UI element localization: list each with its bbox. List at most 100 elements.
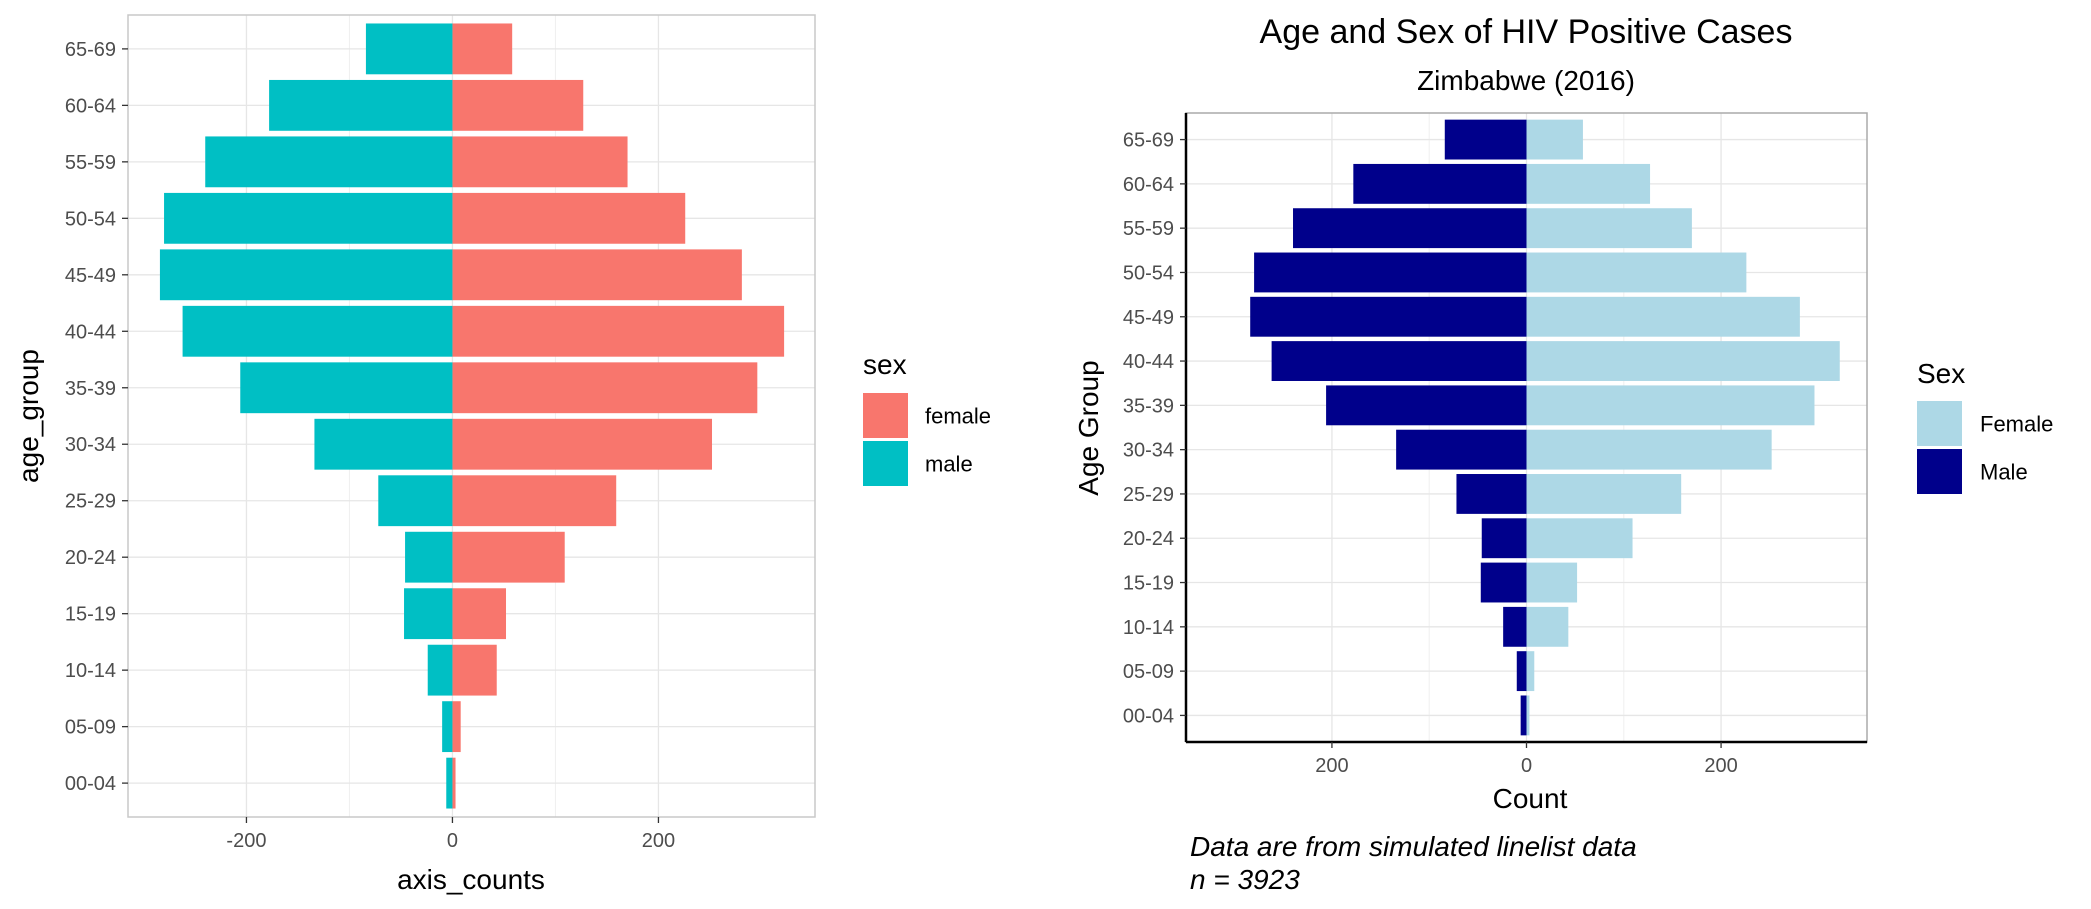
- legend-label-female: Female: [1980, 412, 2053, 437]
- bar-female-60-64: [452, 79, 584, 131]
- legend-swatch-female: [1917, 401, 1962, 446]
- bar-female-05-09: [1526, 651, 1535, 692]
- y-tick-label: 20-24: [65, 547, 116, 569]
- bar-male-10-14: [427, 644, 453, 696]
- panel-border: [127, 14, 816, 818]
- bars: [159, 23, 785, 809]
- y-tick-label: 40-44: [1123, 351, 1174, 373]
- y-tick-label: 55-59: [1123, 218, 1174, 240]
- bar-male-20-24: [1481, 518, 1527, 559]
- bar-male-05-09: [1516, 651, 1527, 692]
- y-tick-label: 35-39: [65, 378, 116, 400]
- bar-male-00-04: [446, 757, 453, 809]
- y-tick-label: 25-29: [1123, 484, 1174, 506]
- bar-male-00-04: [1520, 695, 1527, 736]
- bar-female-35-39: [452, 362, 758, 414]
- y-tick-label: 00-04: [1123, 705, 1174, 727]
- legend-swatch-female: [863, 393, 908, 438]
- bar-male-25-29: [1456, 474, 1527, 514]
- y-tick-label: 05-09: [65, 717, 116, 739]
- bar-male-50-54: [164, 192, 453, 244]
- bar-male-45-49: [159, 249, 453, 301]
- chart-1: 00-04 05-09 10-14 15-19 20-24 25-29 30-34 35-39…: [13, 14, 991, 895]
- bar-male-35-39: [240, 362, 453, 414]
- bar-female-50-54: [1526, 252, 1747, 293]
- legend-title: sex: [863, 349, 907, 380]
- bar-male-65-69: [1444, 119, 1527, 160]
- bar-female-40-44: [452, 305, 785, 357]
- bar-female-20-24: [1526, 518, 1633, 559]
- bar-female-55-59: [1526, 208, 1692, 249]
- x-tick-label: -200: [226, 830, 266, 852]
- bar-male-20-24: [405, 531, 453, 583]
- y-tick-label: 65-69: [1123, 130, 1174, 152]
- bar-female-15-19: [1526, 562, 1578, 603]
- y-tick-label: 50-54: [1123, 262, 1174, 284]
- chart-2: 00-04 05-09 10-14 15-19 20-24 25-29 30-34 35-39…: [1073, 13, 2053, 895]
- bar-female-05-09: [452, 701, 461, 753]
- bar-female-20-24: [452, 531, 565, 583]
- x-tick-label: 200: [642, 830, 675, 852]
- bar-female-45-49: [452, 249, 742, 301]
- bar-male-30-34: [314, 418, 453, 470]
- y-tick-label: 25-29: [65, 491, 116, 513]
- y-tick-label: 50-54: [65, 208, 116, 230]
- legend-label-male: Male: [1980, 460, 2028, 485]
- bar-male-15-19: [1480, 562, 1527, 603]
- x-tick-label: 0: [1521, 755, 1532, 777]
- y-tick-label: 40-44: [65, 321, 116, 343]
- y-tick-label: 65-69: [65, 39, 116, 61]
- y-axis-title: age_group: [13, 349, 44, 483]
- bar-male-40-44: [1271, 341, 1527, 381]
- chart-subtitle: Zimbabwe (2016): [1417, 65, 1635, 96]
- y-tick-label: 55-59: [65, 152, 116, 174]
- bar-female-10-14: [452, 644, 497, 696]
- y-tick-label: 20-24: [1123, 528, 1174, 550]
- bar-female-55-59: [452, 136, 628, 188]
- y-tick-label: 30-34: [1123, 440, 1174, 462]
- y-tick-label: 35-39: [1123, 395, 1174, 417]
- bar-male-40-44: [182, 305, 453, 357]
- x-axis-title: Count: [1493, 783, 1568, 814]
- bar-female-00-04: [1526, 695, 1530, 736]
- bar-male-10-14: [1503, 606, 1527, 647]
- bar-female-50-54: [452, 192, 686, 244]
- bar-male-35-39: [1326, 385, 1527, 426]
- legend-label-female: female: [925, 404, 991, 429]
- bar-male-15-19: [404, 588, 453, 640]
- bar-male-60-64: [1353, 163, 1527, 204]
- bar-female-65-69: [452, 23, 513, 75]
- legend-swatch-male: [863, 441, 908, 486]
- y-tick-label: 60-64: [1123, 174, 1174, 196]
- bar-female-35-39: [1526, 385, 1815, 426]
- bar-male-55-59: [205, 136, 453, 188]
- chart-title: Age and Sex of HIV Positive Cases: [1260, 13, 1793, 51]
- bar-female-25-29: [452, 475, 617, 527]
- legend-label-male: male: [925, 452, 973, 477]
- x-tick-label: 0: [447, 830, 458, 852]
- x-tick-label: 200: [1704, 755, 1737, 777]
- bar-male-25-29: [378, 475, 453, 527]
- bar-female-65-69: [1526, 119, 1583, 160]
- y-tick-label: 05-09: [1123, 661, 1174, 683]
- y-tick-label: 60-64: [65, 95, 116, 117]
- y-tick-label: 00-04: [65, 773, 116, 795]
- y-tick-label: 15-19: [1123, 573, 1174, 595]
- legend: sex female male: [863, 349, 991, 486]
- bar-male-65-69: [365, 23, 453, 75]
- bar-male-50-54: [1254, 252, 1527, 293]
- x-tick-label: 200: [1315, 755, 1348, 777]
- bar-female-40-44: [1526, 341, 1840, 381]
- bar-female-10-14: [1526, 606, 1569, 647]
- panel-background: [128, 15, 815, 817]
- bar-male-60-64: [269, 79, 453, 131]
- caption-line: Data are from simulated linelist data: [1190, 831, 1637, 862]
- x-axis-title: axis_counts: [397, 864, 545, 895]
- bar-female-25-29: [1526, 474, 1682, 514]
- bar-female-15-19: [452, 588, 507, 640]
- y-tick-label: 45-49: [1123, 307, 1174, 329]
- bar-male-45-49: [1250, 296, 1527, 337]
- bars: [1250, 119, 1840, 736]
- caption-line: n = 3923: [1190, 864, 1300, 895]
